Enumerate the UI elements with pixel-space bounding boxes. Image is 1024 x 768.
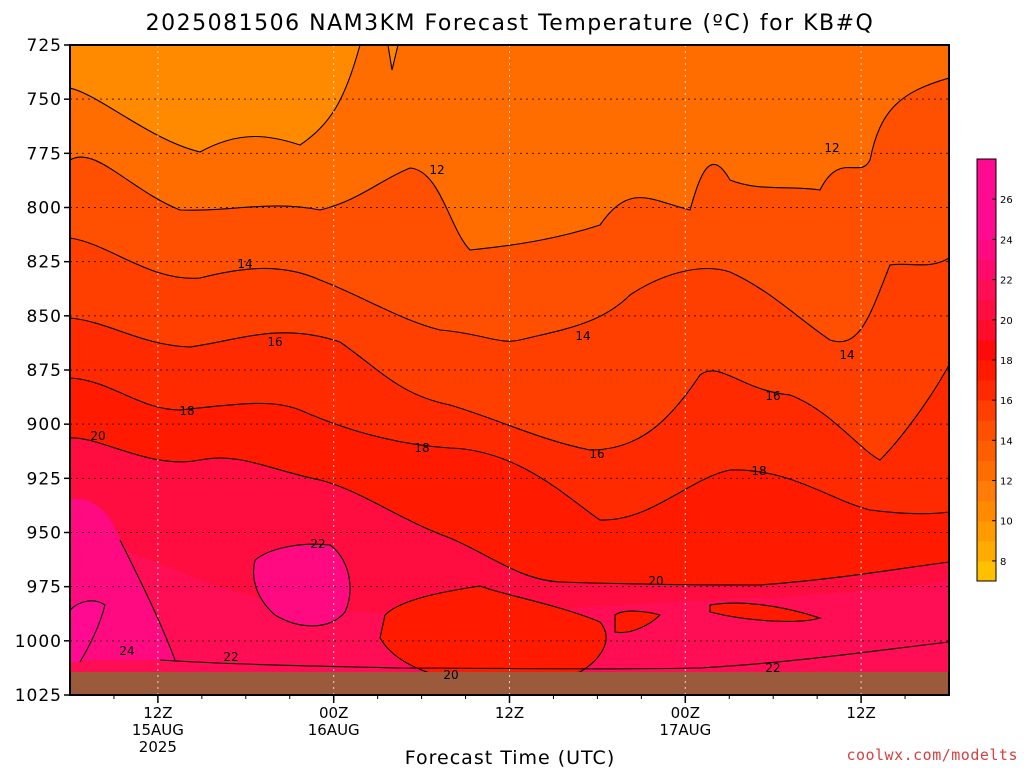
contour-label-14c: 14 [839,348,854,362]
x-tick-label: 15AUG [132,721,184,739]
colorbar-swatch [977,500,996,522]
x-tick-label: 2025 [139,738,177,756]
x-tick-label: 00Z [319,704,348,722]
band-8-10b [388,45,398,70]
contour-label-22c: 22 [765,661,780,675]
x-tick-label: 12Z [143,704,172,722]
contour-label-14b: 14 [575,329,590,343]
contour-label-20c: 20 [443,668,458,682]
colorbar-tick-label: 14 [1000,436,1013,447]
contour-label-12b: 12 [824,141,839,155]
band-26-28 [70,600,105,662]
y-tick-label: 750 [27,90,62,110]
band-18-20-small2 [710,603,820,622]
contour-label-20a: 20 [90,429,105,443]
band-8-10 [70,45,360,152]
colorbar-swatch [977,540,996,562]
band-24-26-center [253,544,350,626]
contour-label-12a: 12 [429,163,444,177]
colorbar-tick-label: 18 [1000,356,1013,367]
credit-text: coolwx.com/modelts [846,746,1018,764]
x-axis-label: Forecast Time (UTC) [405,747,615,768]
colorbar-swatch [977,219,996,240]
y-tick-label: 975 [27,578,62,598]
contour-label-22b: 22 [223,650,238,664]
colorbar-swatch [977,159,996,180]
x-tick-label: 00Z [671,704,700,722]
y-tick-label: 900 [27,415,62,435]
colorbar-swatch [977,420,996,441]
colorbar-swatch [977,339,996,361]
colorbar-swatch [977,560,996,582]
colorbar-swatch [977,440,996,461]
contour-label-16b: 16 [765,389,780,403]
colorbar-swatch [977,359,996,381]
y-tick-label: 850 [27,307,62,327]
colorbar-tick-label: 8 [1000,557,1006,568]
x-tick-label: 16AUG [308,721,360,739]
y-tick-label: 725 [27,36,62,56]
y-tick-label: 825 [27,253,62,273]
contour-label-14a: 14 [237,257,252,271]
contour-label-18b: 18 [414,441,429,455]
contour-label-18c: 18 [751,464,766,478]
y-tick-label: 775 [27,144,62,164]
x-gridlines [157,45,862,695]
y-tick-label: 875 [27,361,62,381]
colorbar-swatch [977,400,996,421]
contour-label-16a: 16 [267,335,282,349]
contour-label-24: 24 [119,644,134,658]
colorbar-swatch [977,279,996,301]
colorbar-tick-label: 10 [1000,517,1013,528]
contour-label-16c: 16 [589,447,604,461]
band-18-20-bubble [380,586,607,678]
colorbar-tick-label: 26 [1000,195,1013,206]
contour-label-group: 12 12 14 14 14 16 16 16 18 18 18 20 20 2… [90,141,854,682]
y-tick-label: 925 [27,469,62,489]
colorbar-tick-label: 22 [1000,276,1013,287]
colorbar: 8 10 12 14 16 18 20 22 24 26 [976,158,1013,582]
colorbar-tick-label: 12 [1000,477,1013,488]
contour-label-18a: 18 [179,404,194,418]
contour-label-22a: 22 [310,537,325,551]
y-tick-label: 1000 [15,632,62,652]
colorbar-swatch [977,199,996,220]
y-tick-label: 800 [27,199,62,219]
colorbar-swatch [977,299,996,321]
y-tick-label: 950 [27,524,62,544]
y-tick-label: 1025 [15,686,62,706]
colorbar-swatch [977,239,996,260]
band-18-20-small [615,611,660,633]
x-tick-label: 17AUG [659,721,711,739]
colorbar-swatch [977,480,996,502]
colorbar-tick-label: 16 [1000,396,1013,407]
colorbar-swatch [977,460,996,482]
ground-band [70,672,949,695]
colorbar-swatch [977,179,996,200]
chart-title: 2025081506 NAM3KM Forecast Temperature (… [146,11,875,36]
y-axis: 725 750 775 800 825 850 875 900 925 950 975 1000 102… [15,36,70,706]
contour-label-20b: 20 [648,574,663,588]
x-tick-label: 12Z [846,704,875,722]
colorbar-swatch [977,319,996,341]
colorbar-frame [976,158,997,582]
x-tick-label: 12Z [495,704,524,722]
colorbar-swatch [977,520,996,542]
colorbar-swatch [977,259,996,281]
colorbar-swatch [977,380,996,401]
colorbar-tick-label: 20 [1000,316,1013,327]
colorbar-tick-label: 24 [1000,235,1013,246]
